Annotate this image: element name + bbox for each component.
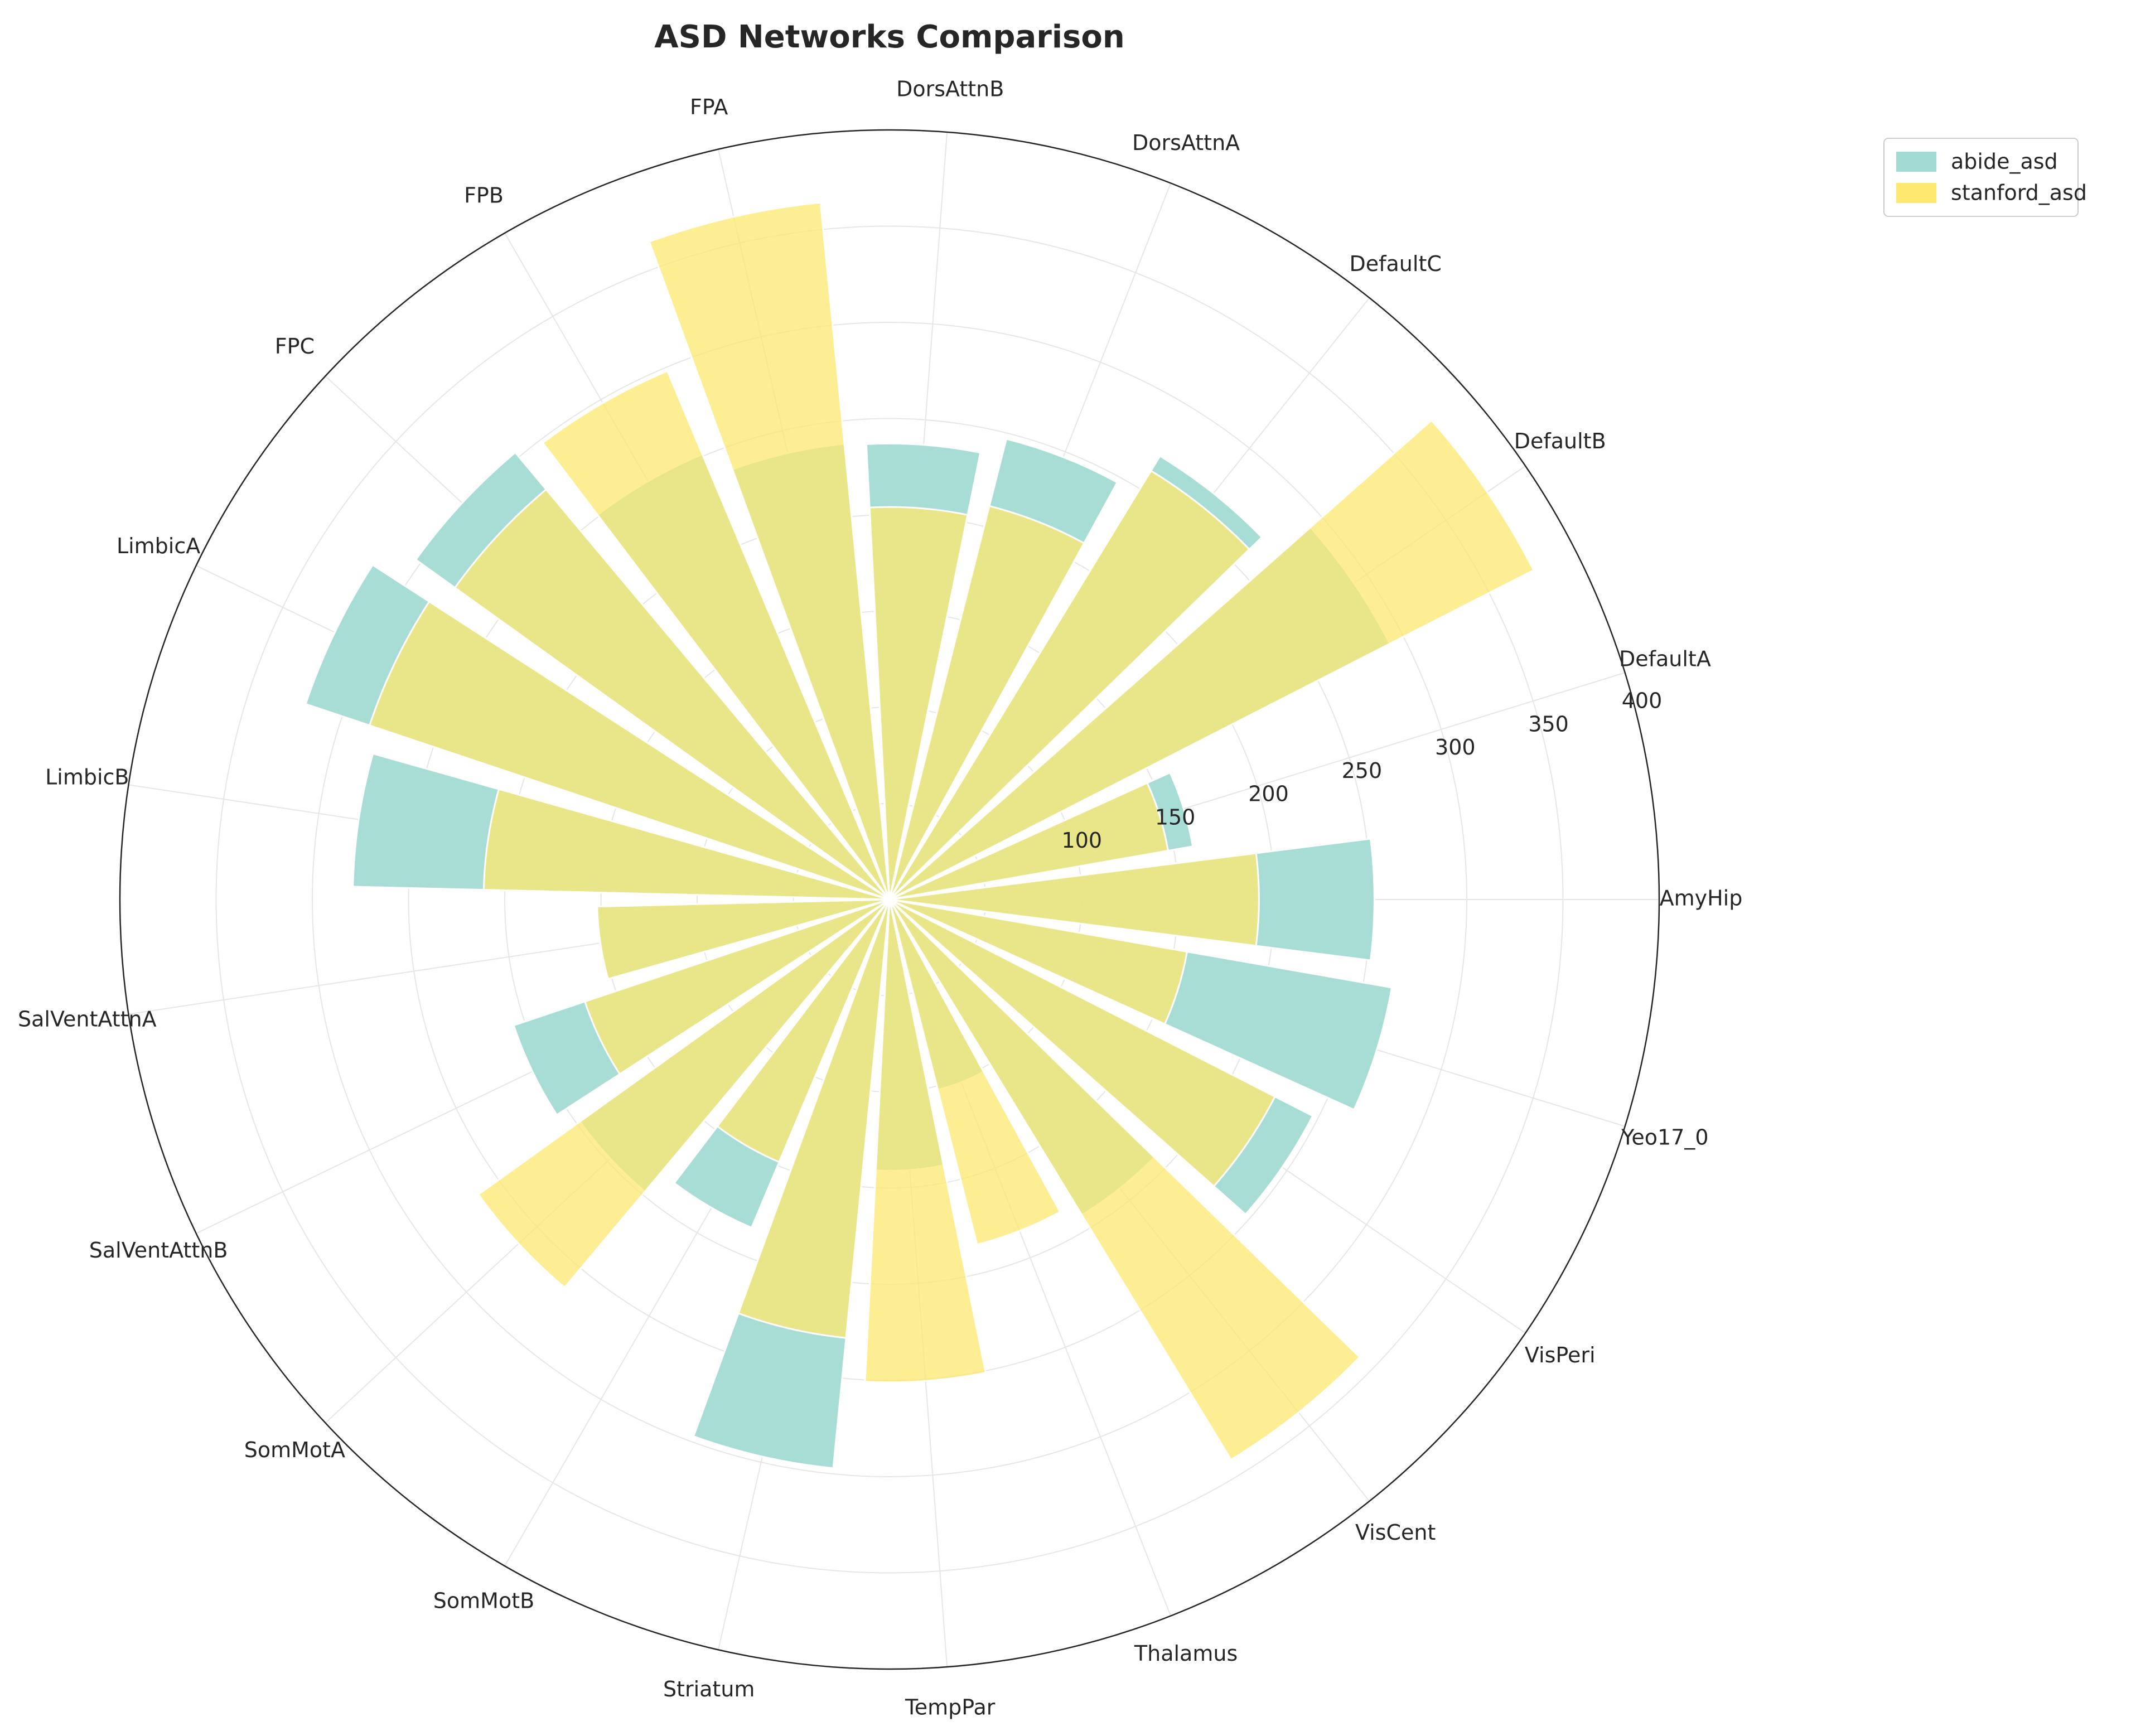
bars-layer xyxy=(305,201,1535,1469)
bar-stanford-asd-SalVentAttnB xyxy=(583,898,890,1076)
chart-title: ASD Networks Comparison xyxy=(654,19,1124,55)
bar-stanford-asd-LimbicB xyxy=(482,788,890,901)
bar-stanford-asd-Thalamus xyxy=(888,899,1061,1246)
bar-stanford-asd-SomMotB xyxy=(716,899,891,1163)
category-label-Yeo17_0: Yeo17_0 xyxy=(1621,1125,1708,1149)
radial-tick-label: 300 xyxy=(1435,735,1476,760)
category-label-Striatum: Striatum xyxy=(663,1677,755,1701)
outer-ring xyxy=(119,129,1660,1670)
category-label-FPC: FPC xyxy=(275,334,315,359)
category-label-VisCent: VisCent xyxy=(1355,1520,1436,1545)
category-label-FPA: FPA xyxy=(690,95,728,119)
bar-stanford-asd-DorsAttnA xyxy=(888,505,1085,900)
bar-stanford-asd-DefaultA xyxy=(889,782,1170,901)
radial-tick-label: 250 xyxy=(1342,758,1383,783)
radial-tick-label: 400 xyxy=(1622,689,1663,713)
category-label-SalVentAttnB: SalVentAttnB xyxy=(89,1238,228,1263)
legend-swatch-abide-asd xyxy=(1896,152,1936,172)
category-label-DefaultC: DefaultC xyxy=(1350,252,1442,276)
category-label-LimbicB: LimbicB xyxy=(45,765,129,790)
bar-stanford-asd-FPC xyxy=(453,488,891,901)
bar-stanford-asd-TempPar xyxy=(864,899,987,1384)
bar-stanford-asd-LimbicA xyxy=(368,600,890,901)
category-label-AmyHip: AmyHip xyxy=(1660,886,1743,911)
radial-ticks: 100 150 200 250 300 350 400 xyxy=(1062,689,1663,853)
legend: abide_asd stanford_asd xyxy=(1883,138,2087,217)
category-label-DefaultB: DefaultB xyxy=(1514,429,1606,453)
category-label-SomMotB: SomMotB xyxy=(433,1589,534,1613)
category-label-FPB: FPB xyxy=(464,183,504,207)
bar-stanford-asd-FPA xyxy=(648,201,891,900)
bar-stanford-asd-VisCent xyxy=(888,898,1361,1461)
bar-stanford-asd-Striatum xyxy=(737,899,891,1339)
radial-tick-label: 350 xyxy=(1528,712,1569,736)
category-label-Thalamus: Thalamus xyxy=(1134,1641,1238,1666)
legend-swatch-stanford-asd xyxy=(1896,183,1936,203)
category-label-SalVentAttnA: SalVentAttnA xyxy=(18,1007,157,1031)
bar-stanford-asd-DorsAttnB xyxy=(868,506,969,900)
category-label-TempPar: TempPar xyxy=(905,1695,996,1719)
bar-stanford-asd-AmyHip xyxy=(889,852,1260,947)
bar-stanford-asd-Yeo17_0 xyxy=(889,898,1188,1026)
bar-stanford-asd-FPB xyxy=(542,370,891,900)
category-labels: AmyHip Yeo17_0 VisPeri VisCent Thalamus TempP… xyxy=(18,77,1742,1720)
bar-stanford-asd-DefaultB xyxy=(889,419,1535,901)
category-label-SomMotA: SomMotA xyxy=(244,1438,345,1462)
bar-stanford-asd-SalVentAttnA xyxy=(596,898,890,980)
bar-stanford-asd-DefaultC xyxy=(888,470,1251,901)
category-label-DefaultA: DefaultA xyxy=(1619,647,1711,671)
category-label-LimbicA: LimbicA xyxy=(117,534,200,558)
category-label-DorsAttnA: DorsAttnA xyxy=(1132,130,1240,155)
bar-stanford-asd-SomMotA xyxy=(477,898,891,1289)
radial-tick-label: 100 xyxy=(1062,828,1103,853)
bar-stanford-asd-VisPeri xyxy=(889,898,1277,1188)
legend-label-stanford-asd: stanford_asd xyxy=(1951,181,2087,205)
radial-tick-label: 200 xyxy=(1248,782,1289,806)
legend-label-abide-asd: abide_asd xyxy=(1951,149,2058,174)
category-label-DorsAttnB: DorsAttnB xyxy=(896,77,1004,101)
radial-tick-label: 150 xyxy=(1155,805,1196,829)
category-label-VisPeri: VisPeri xyxy=(1525,1343,1596,1367)
